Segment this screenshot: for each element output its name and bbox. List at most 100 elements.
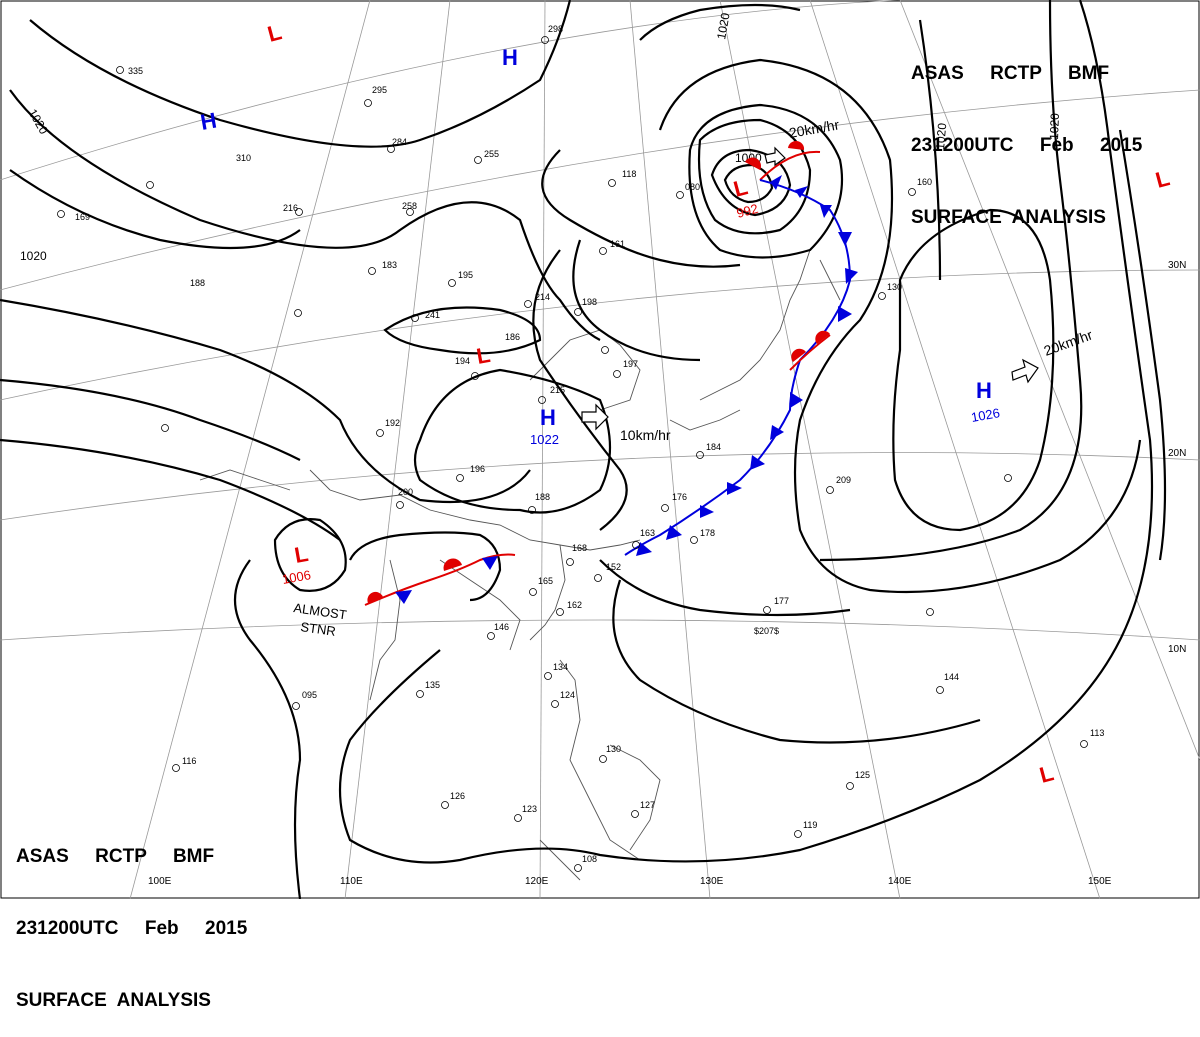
station-value: 196 [470, 464, 485, 474]
station-value: 209 [836, 475, 851, 485]
cold-front-main [624, 179, 852, 556]
latitude-label: 30N [1168, 260, 1186, 271]
station-value: 177 [774, 596, 789, 606]
station-markers [57, 36, 1088, 872]
stationary-cold-triangle [482, 556, 498, 570]
cold-front-triangle [795, 186, 808, 198]
cold-front-triangle [820, 205, 832, 218]
longitude-label: 140E [888, 876, 912, 887]
station-value: 169 [75, 212, 90, 222]
cold-front-triangle [727, 482, 742, 495]
station-value: 178 [700, 528, 715, 538]
stationary-warm-semicircle [443, 558, 462, 571]
stationary-note-line2: STNR [300, 619, 337, 639]
warm-front-semicircle [815, 330, 830, 344]
motion-label: 10km/hr [620, 427, 671, 443]
station-value: 165 [538, 576, 553, 586]
station-value: 119 [803, 820, 817, 830]
low-pressure-symbol: L [1037, 760, 1056, 788]
analysis-header-top-right: ASAS RCTP BMF 231200UTC Feb 2015 SURFACE… [911, 14, 1171, 254]
station-value: 215 [550, 385, 565, 395]
surface-analysis-map: 1020 1020 1020 1020 1020 1000 [0, 0, 1200, 899]
station-value: 161 [610, 239, 625, 249]
station-value: 186 [505, 332, 520, 342]
header-title-line: SURFACE ANALYSIS [911, 207, 1106, 228]
header-title-line: SURFACE ANALYSIS [16, 990, 211, 1011]
front-symbols [367, 140, 858, 604]
analysis-header-bottom-left: ASAS RCTP BMF 231200UTC Feb 2015 SURFACE… [16, 797, 296, 1037]
station-value: 127 [640, 800, 655, 810]
station-value: 152 [606, 562, 621, 572]
station-value: 258 [402, 201, 417, 211]
station-value: 130 [887, 282, 902, 292]
station-value: 310 [236, 153, 251, 163]
cold-front-triangle [845, 268, 858, 284]
warm-front-semicircle [788, 140, 805, 150]
station-value: 163 [640, 528, 655, 538]
station-value: $207$ [754, 626, 779, 636]
station-value: 188 [190, 278, 205, 288]
fronts [364, 150, 852, 606]
station-value: 146 [494, 622, 509, 632]
longitude-label: 100E [148, 876, 172, 887]
cold-front-triangle [666, 525, 682, 540]
cold-front-triangle [636, 542, 652, 556]
latitude-label: 10N [1168, 644, 1186, 655]
motion-arrow-high-1022: 10km/hr [581, 403, 671, 443]
coastlines [199, 249, 841, 881]
pressure-centers: L H H L 992 L L H 1022 H 1026 L 1006 L [199, 19, 1173, 788]
isobar-label: 1020 [20, 249, 47, 263]
low-pressure-symbol: L [475, 342, 493, 369]
station-value: 095 [302, 690, 317, 700]
station-value: 144 [944, 672, 959, 682]
longitude-label: 150E [1088, 876, 1112, 887]
station-value: 241 [425, 310, 440, 320]
low-pressure-symbol: L [1153, 165, 1172, 193]
longitude-label: 120E [525, 876, 549, 887]
station-value: 255 [484, 149, 499, 159]
isobar-label: 1020 [25, 107, 51, 137]
station-value: 335 [128, 66, 143, 76]
warm-front-semicircle [745, 157, 761, 170]
station-value: 116 [182, 756, 196, 766]
header-agency-line: ASAS RCTP BMF [16, 846, 215, 867]
stationary-warm-semicircle [367, 591, 383, 603]
station-value: 125 [855, 770, 870, 780]
header-time-line: 231200UTC Feb 2015 [911, 135, 1143, 156]
map-border [0, 0, 1200, 899]
warm-front-north [759, 150, 821, 181]
pressure-value: 1006 [281, 567, 312, 587]
cold-front-triangle [770, 175, 782, 190]
station-value: 135 [425, 680, 440, 690]
station-value: 194 [455, 356, 470, 366]
station-value: 192 [385, 418, 400, 428]
station-value: 160 [917, 177, 932, 187]
station-value: 134 [553, 662, 568, 672]
cold-front-triangle [700, 505, 714, 518]
longitude-label: 130E [700, 876, 724, 887]
station-value: 183 [382, 260, 397, 270]
high-pressure-symbol: H [976, 378, 992, 403]
high-pressure-symbol: H [199, 108, 219, 135]
station-value: 080 [685, 182, 700, 192]
station-value: 123 [522, 804, 537, 814]
pressure-value: 1022 [530, 432, 559, 447]
station-value: 176 [672, 492, 687, 502]
isobar-label: 1020 [933, 122, 949, 150]
station-value: 124 [560, 690, 575, 700]
station-value: 214 [535, 292, 550, 302]
cold-front-triangle [750, 455, 765, 470]
station-value: 200 [398, 487, 413, 497]
stationary-cold-triangle [395, 590, 412, 604]
latitude-label: 20N [1168, 448, 1186, 459]
station-value: 298 [548, 24, 563, 34]
motion-label: 20km/hr [788, 116, 841, 141]
station-value: 168 [572, 543, 587, 553]
pressure-value: 1026 [970, 405, 1001, 425]
high-pressure-symbol: H [502, 45, 518, 70]
isobar-labels: 1020 1020 1020 1020 1020 1000 [20, 11, 1062, 263]
low-pressure-symbol: L [293, 541, 311, 568]
station-value: 188 [535, 492, 550, 502]
station-value: 195 [458, 270, 473, 280]
warm-front-secondary [789, 334, 831, 371]
